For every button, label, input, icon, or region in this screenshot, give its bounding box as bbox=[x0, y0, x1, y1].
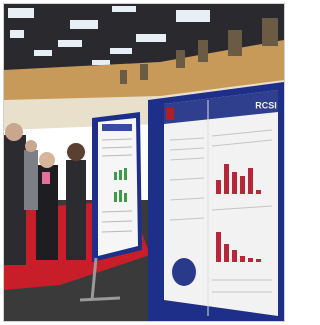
frame-picture bbox=[176, 50, 185, 68]
light bbox=[92, 60, 110, 65]
bar bbox=[119, 170, 122, 180]
bar bbox=[124, 193, 127, 202]
bar bbox=[114, 192, 117, 202]
light bbox=[176, 10, 210, 22]
person bbox=[4, 135, 26, 265]
bar bbox=[232, 172, 237, 194]
pie-graphic bbox=[172, 258, 196, 286]
frame-picture bbox=[228, 30, 242, 56]
head bbox=[5, 123, 23, 141]
scarf bbox=[42, 172, 50, 184]
light bbox=[110, 48, 132, 54]
bar bbox=[119, 190, 122, 202]
bar bbox=[216, 180, 221, 194]
person bbox=[24, 150, 38, 210]
bar bbox=[256, 259, 261, 262]
head bbox=[25, 140, 37, 152]
light bbox=[58, 40, 82, 47]
light bbox=[136, 34, 166, 42]
bar bbox=[232, 250, 237, 262]
page: RCSI bbox=[0, 0, 288, 325]
photo: RCSI bbox=[0, 0, 288, 325]
poster bbox=[98, 118, 138, 256]
bar bbox=[248, 168, 253, 194]
head bbox=[67, 143, 85, 161]
light bbox=[34, 50, 52, 56]
frame-picture bbox=[198, 40, 208, 62]
bar bbox=[224, 164, 229, 194]
light bbox=[8, 8, 34, 18]
bar bbox=[224, 244, 229, 262]
frame-picture bbox=[262, 18, 278, 46]
bar bbox=[240, 176, 245, 194]
light bbox=[112, 6, 136, 12]
bar bbox=[240, 256, 245, 262]
logo-crest bbox=[166, 108, 174, 120]
bar bbox=[114, 172, 117, 180]
person bbox=[66, 160, 86, 260]
stand-foot bbox=[80, 298, 120, 300]
light bbox=[10, 30, 24, 38]
poster-board-right: RCSI bbox=[148, 82, 284, 321]
frame-picture bbox=[120, 70, 127, 84]
bar bbox=[216, 232, 221, 262]
poster-header bbox=[102, 124, 132, 131]
logo-text: RCSI bbox=[255, 100, 277, 110]
bar bbox=[256, 190, 261, 194]
head bbox=[39, 152, 55, 168]
bar bbox=[248, 258, 253, 262]
bar bbox=[124, 168, 127, 180]
light bbox=[70, 20, 98, 29]
frame-picture bbox=[140, 64, 148, 80]
